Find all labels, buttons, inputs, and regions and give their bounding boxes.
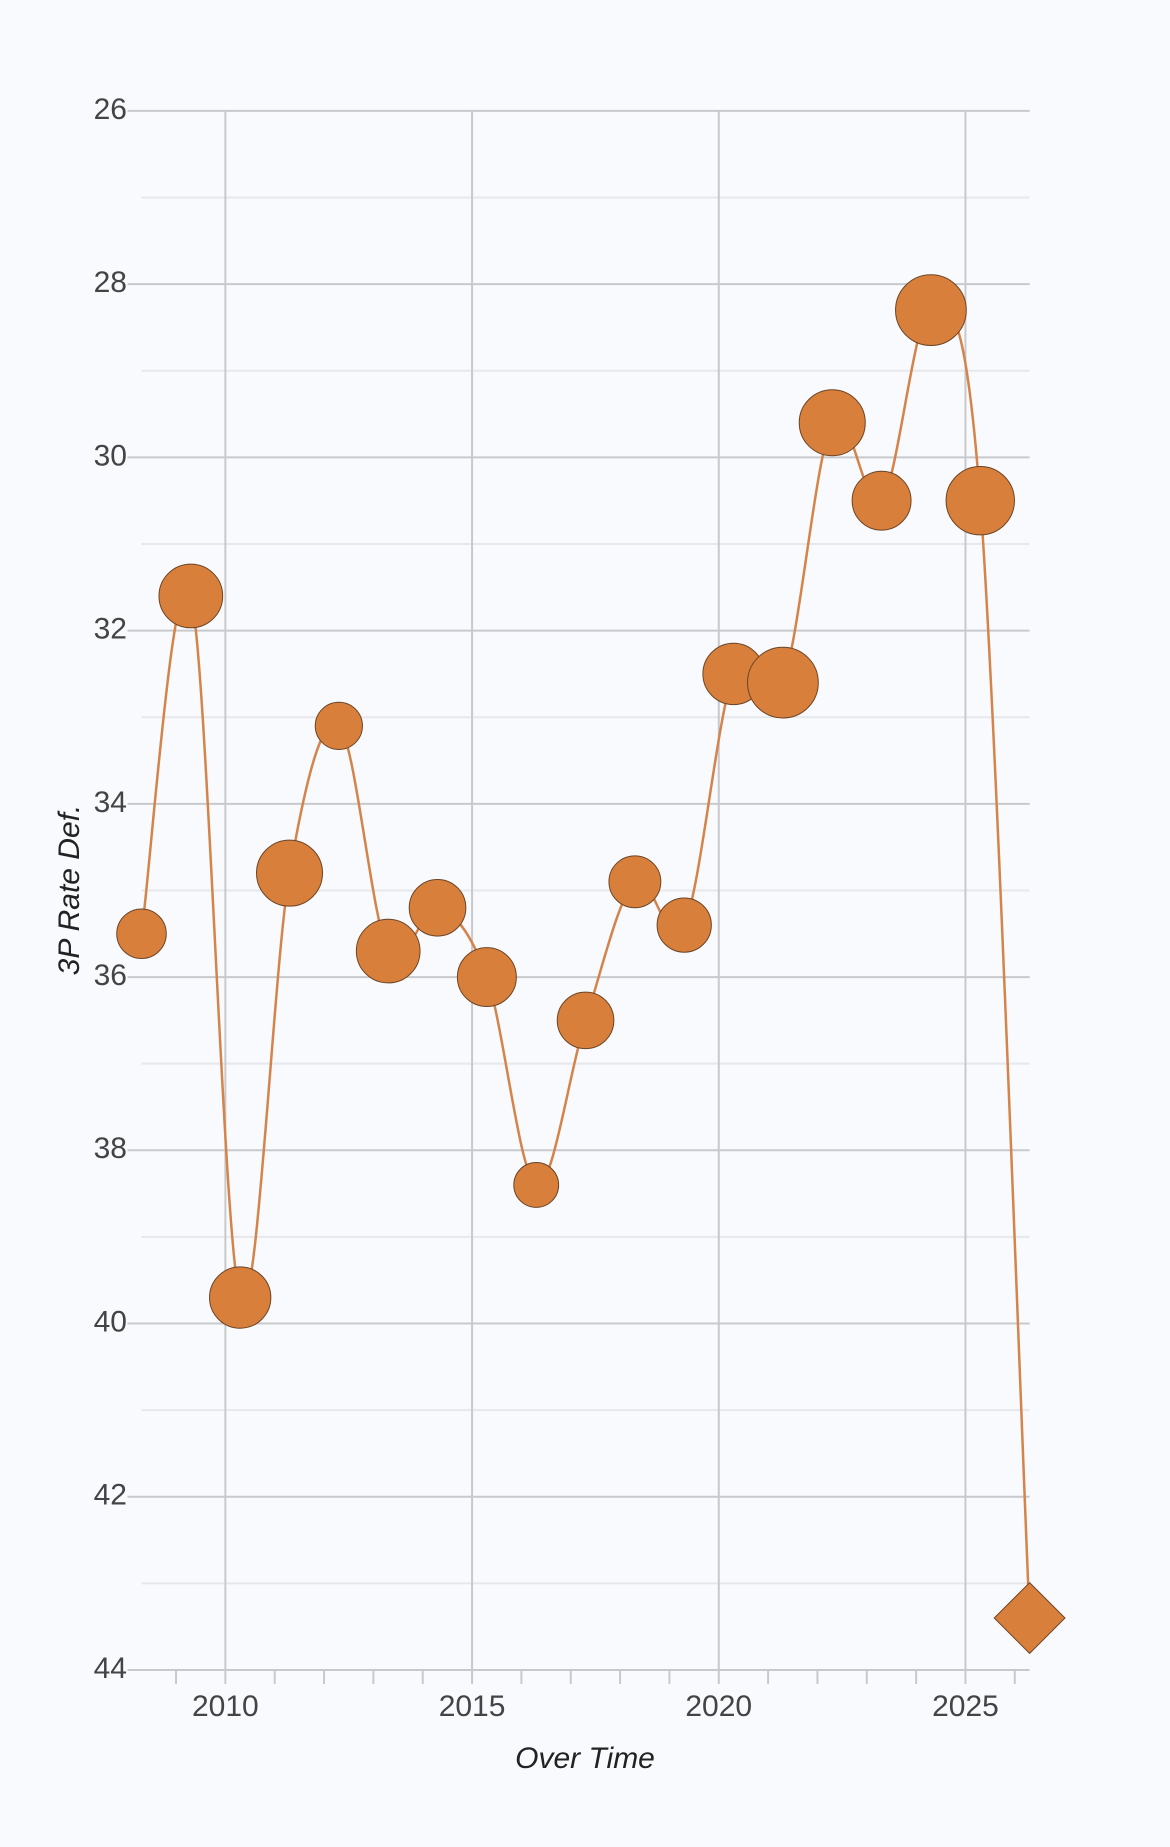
bubble xyxy=(158,563,224,629)
bubble xyxy=(895,274,967,347)
x-tick-label: 2020 xyxy=(685,1690,752,1723)
y-axis-title: 3P Rate Def. xyxy=(53,805,86,976)
x-tick-label: 2010 xyxy=(192,1690,259,1723)
bubble xyxy=(255,839,324,907)
bubble xyxy=(209,1266,272,1329)
bubble xyxy=(747,646,819,719)
y-tick-label: 44 xyxy=(94,1652,127,1685)
y-tick-label: 38 xyxy=(94,1132,127,1165)
y-tick-label: 28 xyxy=(94,266,127,299)
bubble xyxy=(116,908,167,960)
y-tick-label: 36 xyxy=(94,959,127,992)
x-axis-title: Over Time xyxy=(515,1742,655,1775)
bubble xyxy=(456,947,517,1008)
y-tick-label: 30 xyxy=(94,439,127,472)
bubble xyxy=(945,465,1015,536)
bubble xyxy=(798,389,866,457)
x-tick-label: 2015 xyxy=(439,1690,506,1723)
y-tick-label: 26 xyxy=(94,93,127,126)
bubble xyxy=(314,701,363,750)
bubble xyxy=(851,470,912,531)
x-tick-label: 2025 xyxy=(932,1690,999,1723)
y-tick-label: 32 xyxy=(94,613,127,646)
y-tick-label: 34 xyxy=(94,786,127,819)
y-tick-label: 42 xyxy=(94,1479,127,1512)
bubble xyxy=(513,1162,560,1208)
bubble xyxy=(656,897,712,953)
bubble xyxy=(408,878,467,937)
bubble xyxy=(556,991,615,1050)
bubble xyxy=(608,855,662,909)
y-tick-label: 40 xyxy=(94,1305,127,1338)
diamond-marker xyxy=(993,1581,1066,1655)
bubble xyxy=(355,918,421,984)
